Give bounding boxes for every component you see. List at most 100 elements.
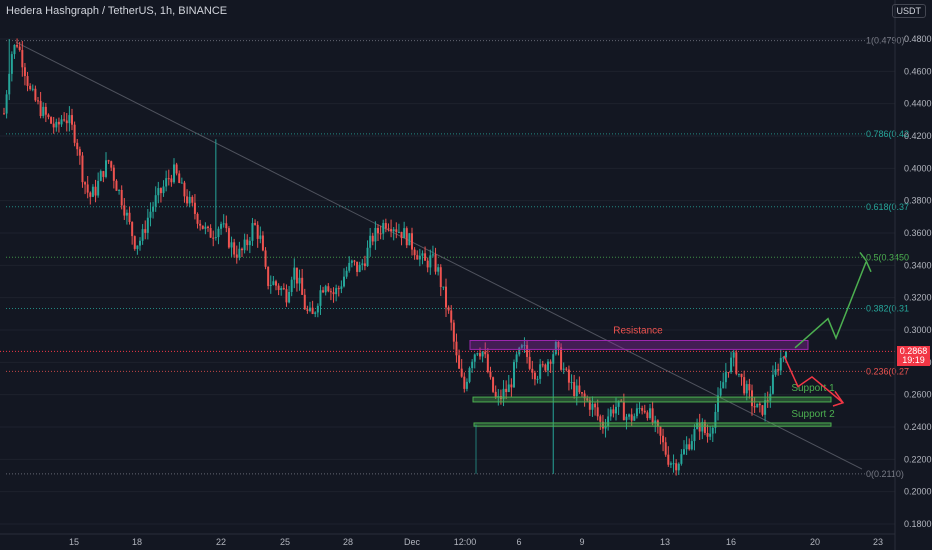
candle-body: [356, 261, 359, 272]
candle-body: [578, 385, 581, 393]
candle-body: [497, 395, 500, 398]
candle-body: [199, 223, 202, 226]
candle-body: [235, 254, 238, 258]
candle-body: [748, 384, 751, 391]
candle-body: [494, 391, 497, 398]
candle-body: [669, 463, 672, 465]
candle-body: [526, 345, 529, 357]
fib-level-label: 0.786(0.42: [866, 129, 909, 139]
candle-body: [442, 286, 445, 288]
candle-body: [322, 290, 325, 293]
candle-body: [110, 161, 113, 168]
candle-body: [737, 373, 740, 375]
fib-level-label: 0.236(0.27: [866, 366, 909, 376]
candle-body: [81, 155, 84, 183]
y-tick-label: 0.3000: [904, 325, 932, 335]
currency-badge[interactable]: USDT: [891, 4, 926, 18]
fibonacci-retracement[interactable]: 1(0.4790) 0.786(0.42 0.618(0.37 0.5(0.3450 0…: [6, 36, 909, 479]
candle-body: [554, 341, 557, 355]
candle-body: [311, 307, 314, 314]
candle-body: [285, 289, 288, 303]
fib-level-label: 0.382(0.31: [866, 303, 909, 313]
candle-body: [426, 260, 429, 268]
candle-body: [416, 255, 419, 260]
candle-body: [209, 228, 212, 238]
candle-body: [484, 351, 487, 355]
candle-body: [282, 288, 285, 290]
trend-line[interactable]: [15, 41, 863, 470]
candle-body: [489, 371, 492, 378]
candle-body: [47, 114, 50, 118]
bullish-projection-arrow: [794, 261, 867, 349]
candle-body: [112, 167, 115, 181]
candle-body: [55, 121, 58, 128]
chart-title: Hedera Hashgraph / TetherUS, 1h, BINANCE: [6, 5, 228, 17]
candle-body: [50, 117, 53, 124]
candle-body: [225, 223, 228, 229]
candle-body: [405, 228, 408, 246]
candle-body: [531, 368, 534, 373]
projection-arrows[interactable]: [783, 251, 872, 407]
candle-body: [709, 433, 712, 437]
price-axis[interactable]: 0.4800 0.4600 0.4400 0.4200 0.4000 0.3800 0.36…: [894, 0, 932, 550]
candle-body: [604, 426, 607, 429]
candle-body: [220, 223, 223, 229]
candle-body: [617, 400, 620, 407]
support-resistance-zones[interactable]: Resistance Support 1 Support 2: [469, 326, 835, 474]
bearish-projection-arrow: [783, 355, 844, 404]
candle-body: [515, 354, 518, 363]
candlestick-series: [3, 38, 787, 476]
y-tick-label: 0.3400: [904, 260, 932, 270]
candle-body: [439, 267, 442, 288]
candle-body: [510, 384, 513, 388]
candle-body: [774, 369, 777, 375]
candle-body: [193, 202, 196, 214]
candle-body: [248, 240, 251, 246]
candle-body: [39, 100, 42, 117]
candle-body: [309, 307, 311, 311]
candle-body: [238, 248, 241, 258]
candle-body: [118, 189, 121, 191]
candle-body: [450, 310, 453, 323]
candle-body: [275, 281, 277, 286]
candle-body: [677, 463, 680, 471]
candle-body: [766, 400, 769, 402]
candle-body: [643, 410, 646, 413]
candle-body: [379, 233, 382, 235]
fib-level-label: 0(0.2110): [866, 469, 904, 479]
candle-body: [667, 454, 670, 465]
candle-body: [136, 245, 139, 249]
y-tick-label: 0.4800: [904, 34, 932, 44]
candle-body: [44, 106, 47, 115]
candle-body: [481, 351, 484, 357]
candle-body: [288, 291, 291, 303]
candle-body: [573, 382, 576, 397]
candle-body: [727, 372, 730, 374]
candle-body: [86, 184, 89, 193]
candle-body: [753, 406, 756, 408]
candle-body: [139, 240, 141, 246]
candle-body: [369, 235, 372, 248]
candle-body: [264, 250, 267, 267]
candle-body: [178, 173, 181, 183]
candle-body: [293, 267, 296, 280]
x-tick-label: 9: [579, 537, 584, 547]
candle-body: [455, 341, 458, 356]
candle-body: [186, 196, 189, 204]
candle-body: [303, 294, 306, 310]
time-axis[interactable]: 15 18 22 25 28 Dec 12:00 6 9 13 16 20 23: [0, 533, 895, 547]
candle-body: [390, 229, 393, 232]
x-tick-label: 12:00: [454, 537, 477, 547]
candle-body: [327, 286, 330, 292]
candle-body: [191, 196, 194, 203]
candle-body: [528, 356, 531, 369]
candle-body: [5, 94, 8, 114]
candle-body: [745, 384, 748, 394]
candle-body: [447, 307, 450, 311]
candle-body: [254, 223, 257, 225]
candle-body: [170, 178, 173, 183]
candle-body: [217, 228, 220, 238]
last-price-tag: 0.2868 19:19: [897, 346, 930, 366]
candle-body: [361, 263, 364, 265]
